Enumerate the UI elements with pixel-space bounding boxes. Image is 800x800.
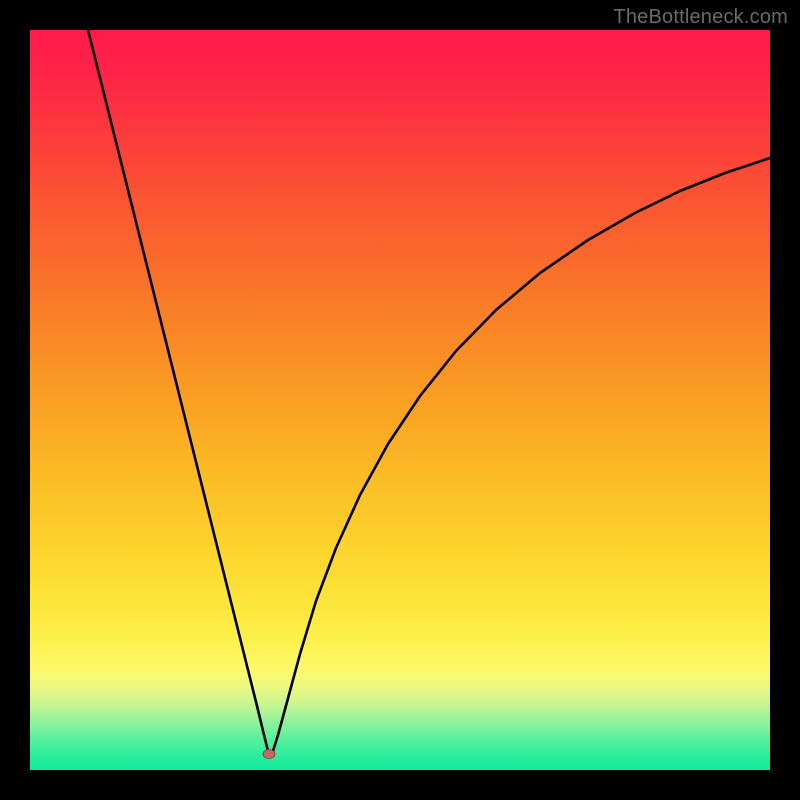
watermark-text: TheBottleneck.com	[613, 6, 788, 29]
gradient-background	[30, 30, 770, 770]
chart-plot-area	[30, 30, 770, 770]
